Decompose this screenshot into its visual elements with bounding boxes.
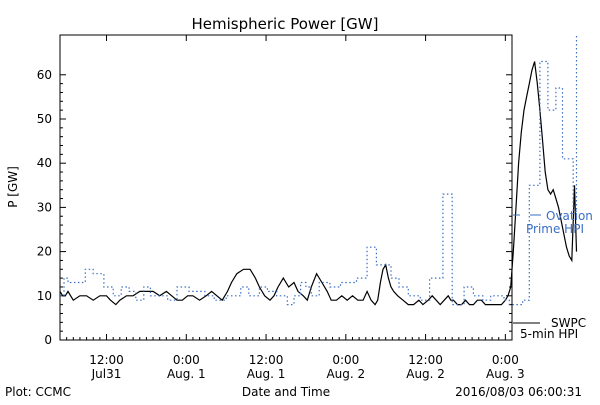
- y-tick-label: 0: [44, 333, 52, 347]
- x-tick-label-date: Aug. 2: [326, 367, 365, 381]
- swpc-legend-label-line1: SWPC: [551, 316, 586, 330]
- y-tick-label: 40: [37, 156, 52, 170]
- timestamp: 2016/08/03 06:00:31: [455, 385, 582, 399]
- y-tick-label: 30: [37, 200, 52, 214]
- x-tick-label-date: Jul31: [91, 367, 122, 381]
- x-tick-label-date: Aug. 1: [167, 367, 206, 381]
- chart-title: Hemispheric Power [GW]: [192, 15, 379, 33]
- ovation-legend-label-line1: Ovation: [546, 209, 593, 223]
- swpc-series: [59, 61, 578, 306]
- x-tick-label-time: 12:00: [408, 353, 443, 367]
- x-tick-label-time: 12:00: [89, 353, 124, 367]
- x-axis-label: Date and Time: [242, 385, 330, 399]
- x-tick-label-date: Aug. 3: [486, 367, 525, 381]
- x-tick-label-time: 12:00: [249, 353, 284, 367]
- legend: Ovation Prime HPI SWPC 5-min HPI: [513, 209, 593, 341]
- y-tick-label: 60: [37, 68, 52, 82]
- x-tick-label-date: Aug. 2: [406, 367, 445, 381]
- plot-frame: [59, 34, 513, 341]
- y-tick-label: 50: [37, 112, 52, 126]
- swpc-legend-label-line2: 5-min HPI: [520, 327, 578, 341]
- x-tick-label-time: 0:00: [492, 353, 519, 367]
- y-tick-label: 20: [37, 245, 52, 259]
- x-tick-label-date: Aug. 1: [247, 367, 286, 381]
- x-tick-label-time: 0:00: [332, 353, 359, 367]
- y-axis: 0 10 20 30 40 50 60: [37, 68, 512, 347]
- x-tick-label-time: 0:00: [173, 353, 200, 367]
- y-tick-label: 10: [37, 289, 52, 303]
- plot-credit: Plot: CCMC: [5, 385, 71, 399]
- ovation-prime-series: [60, 35, 578, 306]
- ovation-legend-label-line2: Prime HPI: [526, 222, 584, 236]
- series-layer: [59, 35, 578, 306]
- y-axis-label: P [GW]: [6, 166, 20, 208]
